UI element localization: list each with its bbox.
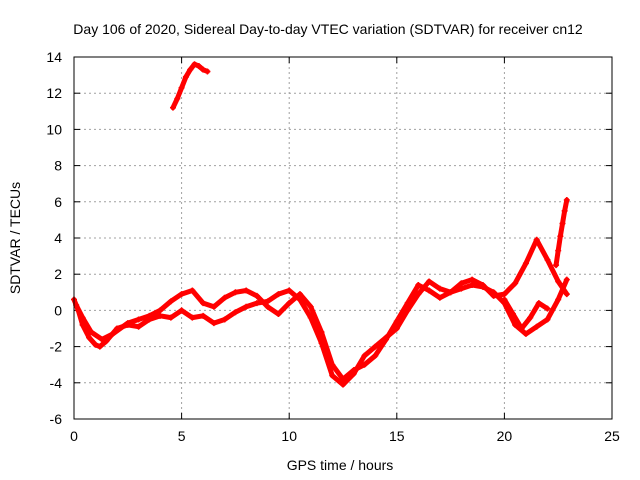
series-upper-segment (169, 61, 211, 111)
trace-segment (394, 300, 411, 324)
y-tick-label: 2 (54, 266, 62, 282)
trace-segment (297, 291, 314, 310)
trace-segment (555, 278, 570, 297)
x-tick-label: 20 (497, 428, 513, 444)
trace-segment (318, 329, 335, 368)
data-point-marker (544, 305, 551, 312)
y-tick-label: -6 (50, 411, 63, 427)
series-main-trace-b (73, 236, 570, 383)
y-tick-label: 4 (54, 230, 62, 246)
y-tick-label: 14 (46, 49, 62, 65)
trace-segment (480, 282, 497, 299)
trace-segment (405, 282, 421, 306)
trace-segment (394, 307, 411, 331)
x-tick-label: 15 (389, 428, 405, 444)
trace-segment (523, 237, 540, 266)
trace-segment (534, 237, 550, 263)
trace-segment (510, 311, 525, 331)
trace-segment (275, 300, 292, 317)
trace-segment (512, 260, 529, 286)
trace-segment (308, 304, 324, 335)
trace-segment (501, 297, 516, 317)
x-axis-label: GPS time / hours (287, 457, 394, 473)
y-tick-label: -4 (50, 375, 63, 391)
trace-segment (372, 336, 389, 359)
x-tick-label: 0 (70, 428, 78, 444)
y-tick-label: 6 (54, 194, 62, 210)
y-tick-label: 10 (46, 121, 62, 137)
trace-segment (329, 362, 346, 382)
data-points (71, 61, 570, 388)
y-tick-label: 0 (54, 302, 62, 318)
tick-labels: 0 5 10 15 20 25 -6 -4 -2 0 2 4 6 8 10 12 14 (46, 49, 620, 444)
trace-segment (383, 318, 400, 342)
trace-segment (405, 291, 421, 313)
y-tick-label: 12 (46, 85, 62, 101)
trace-segment (536, 300, 550, 312)
trace-segment (80, 315, 94, 335)
trace-segment (340, 371, 357, 388)
plot-frame (73, 56, 613, 420)
data-point-marker (563, 196, 570, 203)
series-late-spike (553, 196, 570, 269)
trace-segment (544, 257, 561, 284)
trace-segment (189, 287, 206, 306)
trace-segment (527, 300, 542, 321)
trace-segment (501, 280, 518, 297)
x-tick-label: 10 (281, 428, 297, 444)
trace-segment (254, 293, 271, 310)
trace-segment (308, 315, 324, 346)
trace-segment (318, 340, 335, 379)
trace-segment (544, 297, 561, 322)
y-axis-label: SDTVAR / TECUs (7, 182, 23, 294)
grid (73, 56, 613, 420)
trace-segment (297, 297, 314, 321)
data-point-marker (204, 68, 211, 75)
data-point-marker (563, 291, 570, 298)
series-late-crossing (501, 296, 551, 332)
data-point-marker (563, 276, 570, 283)
y-tick-label: 8 (54, 158, 62, 174)
x-tick-label: 5 (178, 428, 186, 444)
trace-segment (110, 320, 131, 337)
y-tick-label: -2 (50, 339, 63, 355)
x-tick-label: 25 (604, 428, 620, 444)
chart-title: Day 106 of 2020, Sidereal Day-to-day VTE… (73, 21, 583, 37)
